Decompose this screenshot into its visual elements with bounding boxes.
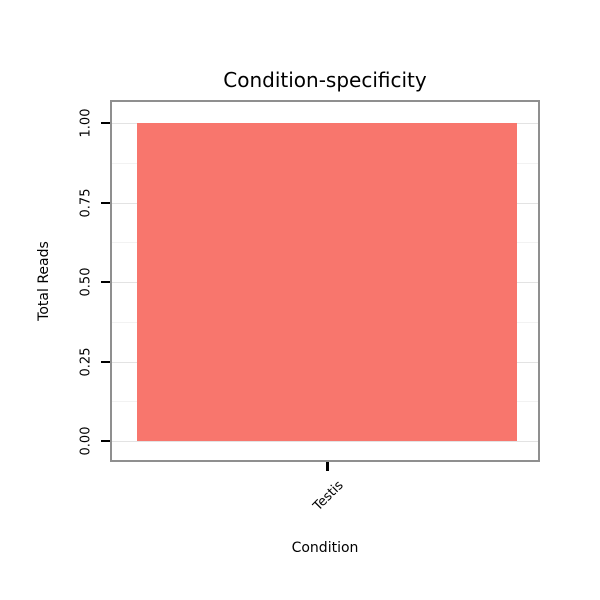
y-tick-mark <box>101 201 110 204</box>
y-tick-mark <box>101 360 110 363</box>
y-tick-label: 0.75 <box>78 188 94 217</box>
y-tick-label: 1.00 <box>78 108 94 138</box>
y-tick-mark <box>101 281 110 283</box>
y-tick-mark <box>101 440 110 442</box>
bar <box>137 123 517 441</box>
gridline-major <box>110 441 540 442</box>
y-axis-title: Total Reads <box>32 100 56 462</box>
y-axis-title-text: Total Reads <box>36 241 52 321</box>
x-tick-label: Testis <box>310 478 347 515</box>
y-tick-label: 0.50 <box>78 267 94 297</box>
x-tick-mark <box>325 462 329 471</box>
chart-title: Condition-specificity <box>223 68 427 92</box>
y-tick-mark <box>101 122 110 124</box>
y-tick-label: 0.00 <box>78 426 94 456</box>
plot-panel: 0.00 0.25 0.50 0.75 1.00 Testis <box>79 100 540 514</box>
y-tick-label: 0.25 <box>78 347 94 376</box>
x-axis-title: Condition <box>291 540 359 556</box>
